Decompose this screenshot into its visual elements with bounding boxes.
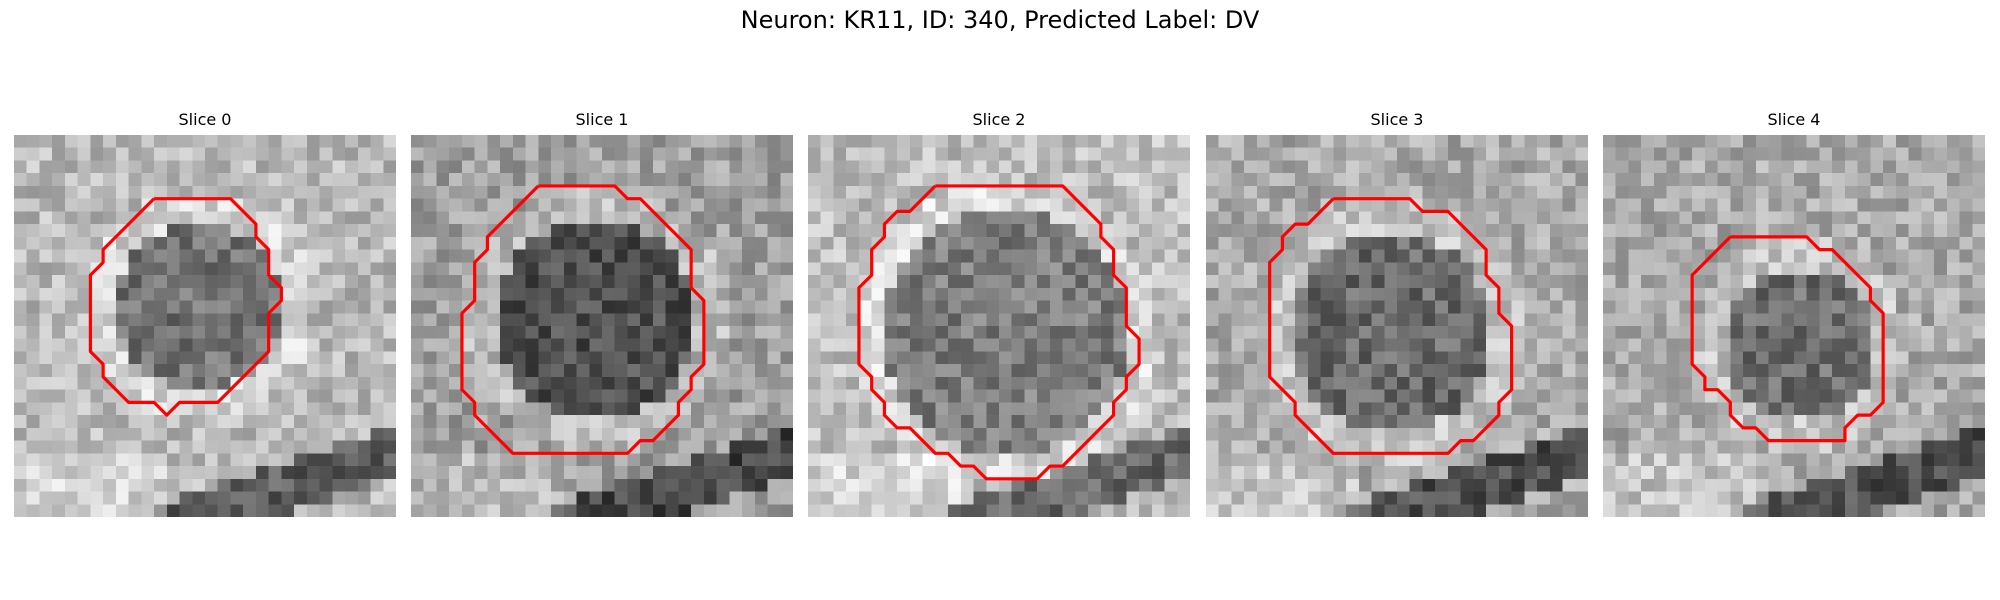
roi-contour	[460, 184, 706, 455]
slice-panel-0: Slice 0	[14, 108, 396, 517]
figure-title: Neuron: KR11, ID: 340, Predicted Label: …	[740, 6, 1260, 34]
roi-contour	[857, 184, 1141, 481]
roi-contour	[1268, 197, 1514, 455]
slice-title: Slice 4	[1767, 110, 1821, 129]
slice-image	[411, 135, 793, 517]
slice-image	[1603, 135, 1985, 517]
slice-title: Slice 0	[178, 110, 232, 129]
slice-title: Slice 1	[575, 110, 629, 129]
roi-contour	[1690, 235, 1885, 443]
roi-contour	[88, 197, 283, 417]
slice-image	[808, 135, 1190, 517]
slice-title: Slice 3	[1370, 110, 1424, 129]
microscopy-image	[1603, 135, 1985, 517]
slice-panel-2: Slice 2	[808, 108, 1190, 517]
slice-panel-3: Slice 3	[1206, 108, 1588, 517]
slice-image	[14, 135, 396, 517]
slice-panel-4: Slice 4	[1603, 108, 1985, 517]
slice-title: Slice 2	[972, 110, 1026, 129]
slice-image	[1206, 135, 1588, 517]
slice-panel-1: Slice 1	[411, 108, 793, 517]
